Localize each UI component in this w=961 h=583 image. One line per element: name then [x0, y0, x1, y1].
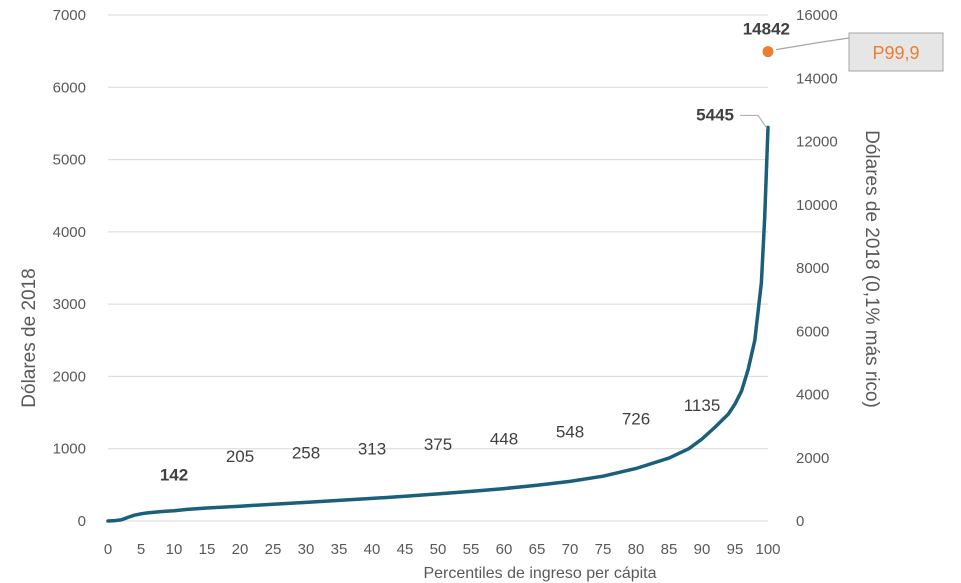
- x-tick-label: 45: [397, 541, 414, 558]
- x-tick-label: 50: [430, 541, 447, 558]
- gridlines: [108, 14, 768, 522]
- p999-value-label: 14842: [743, 20, 790, 39]
- y2-tick-label: 10000: [796, 197, 838, 214]
- data-label: 313: [358, 439, 386, 458]
- x-tick-label: 35: [331, 541, 348, 558]
- y-tick-label: 4000: [53, 224, 86, 241]
- y2-tick-label: 8000: [796, 260, 829, 277]
- income-curve-line: [106, 125, 770, 523]
- y-tick-label: 0: [78, 513, 86, 530]
- x-tick-label: 30: [298, 541, 315, 558]
- p999-callout: P99,9: [775, 32, 944, 72]
- y-tick-label: 2000: [53, 368, 86, 385]
- x-tick-label: 10: [166, 541, 183, 558]
- callout-label: P99,9: [872, 43, 919, 63]
- y-axis-left-ticks: 0 1000 2000 3000 4000 5000 6000 7000: [53, 7, 86, 530]
- x-tick-label: 75: [595, 541, 612, 558]
- y2-tick-label: 16000: [796, 7, 838, 24]
- y2-tick-label: 12000: [796, 134, 838, 151]
- data-label: 448: [490, 430, 518, 449]
- x-tick-label: 90: [694, 541, 711, 558]
- x-tick-label: 25: [265, 541, 282, 558]
- x-axis-ticks: 0 5 10 15 20 25 30 35 40 45 50 55 60 65 70 75 80 85 90 95 10…: [104, 541, 781, 558]
- y2-tick-label: 6000: [796, 323, 829, 340]
- y-tick-label: 7000: [53, 7, 86, 24]
- y-axis-title: Dólares de 2018: [19, 268, 40, 407]
- x-tick-label: 85: [661, 541, 678, 558]
- x-tick-label: 60: [496, 541, 513, 558]
- y2-tick-label: 2000: [796, 450, 829, 467]
- y-tick-label: 6000: [53, 79, 86, 96]
- data-label: 5445: [696, 105, 734, 124]
- x-tick-label: 40: [364, 541, 381, 558]
- data-label: 548: [556, 422, 584, 441]
- y2-axis-title: Dólares de 2018 (0,1% más rico): [861, 130, 882, 408]
- x-tick-label: 0: [104, 541, 112, 558]
- x-tick-label: 15: [199, 541, 216, 558]
- y-tick-label: 1000: [53, 441, 86, 458]
- x-tick-label: 80: [628, 541, 645, 558]
- data-label-leader: [740, 114, 768, 129]
- y-axis-right-ticks: 0 2000 4000 6000 8000 10000 12000 14000 16000: [796, 7, 838, 530]
- data-label: 205: [226, 447, 254, 466]
- data-labels: 142 205 258 313 375 448 548 726 1135 5445 14842: [160, 20, 790, 485]
- series-group: [106, 46, 774, 523]
- y-tick-label: 3000: [53, 296, 86, 313]
- x-tick-label: 55: [463, 541, 480, 558]
- y2-tick-label: 4000: [796, 387, 829, 404]
- data-label: 375: [424, 435, 452, 454]
- y-tick-label: 5000: [53, 152, 86, 169]
- x-axis-title: Percentiles de ingreso per cápita: [423, 565, 656, 582]
- y2-tick-label: 0: [796, 513, 804, 530]
- callout-box: [848, 32, 944, 72]
- x-tick-label: 70: [562, 541, 579, 558]
- callout-leader: [775, 37, 850, 51]
- x-tick-label: 20: [232, 541, 249, 558]
- x-tick-label: 65: [529, 541, 546, 558]
- x-tick-label: 5: [137, 541, 145, 558]
- data-label: 726: [622, 410, 650, 429]
- x-tick-label: 100: [755, 541, 780, 558]
- data-label: 258: [292, 443, 320, 462]
- y2-tick-label: 14000: [796, 70, 838, 87]
- x-tick-label: 95: [727, 541, 744, 558]
- data-label: 1135: [684, 396, 721, 415]
- p999-point: [762, 46, 774, 58]
- data-label: 142: [160, 466, 188, 485]
